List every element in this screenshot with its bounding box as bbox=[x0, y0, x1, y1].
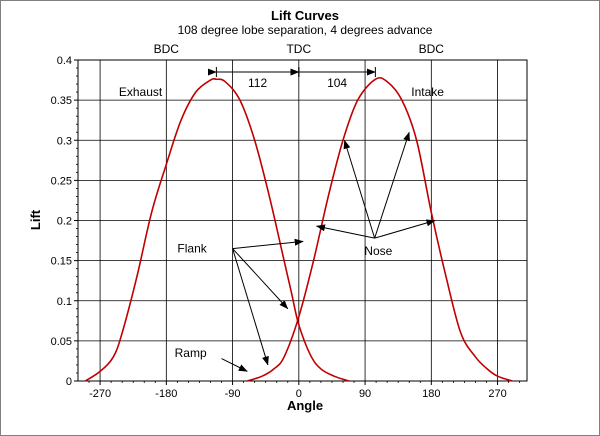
y-tick-label: 0.1 bbox=[57, 296, 72, 308]
marker-label: BDC bbox=[154, 42, 180, 56]
axis-ticks: -270 -180 -90 0 90 180 270 0 0.05 0.1 0.15 0.2 0.25 0… bbox=[51, 55, 521, 400]
annotation-arrow bbox=[315, 224, 375, 239]
chart-title: Lift Curves bbox=[271, 8, 339, 23]
annotation-arrow bbox=[374, 131, 410, 239]
annotation-label: Flank bbox=[177, 242, 207, 256]
x-tick-label: -90 bbox=[225, 388, 241, 400]
annotation-arrow bbox=[232, 248, 269, 366]
y-axis-title: Lift bbox=[28, 209, 43, 230]
x-tick-label: 270 bbox=[488, 388, 506, 400]
lobe-label: Intake bbox=[411, 85, 444, 99]
x-tick-label: 90 bbox=[359, 388, 371, 400]
annotations: BDC TDC BDC 112 104 Exhaust Intake Flank Nose Ram… bbox=[119, 42, 445, 372]
intake-lift-curve bbox=[247, 76, 513, 382]
lobe-label: Exhaust bbox=[119, 85, 163, 99]
y-tick-label: 0.05 bbox=[51, 336, 72, 348]
marker-label: BDC bbox=[419, 42, 445, 56]
annotation-label: Nose bbox=[364, 244, 392, 258]
dimension-label: 104 bbox=[327, 76, 347, 90]
x-tick-label: -270 bbox=[89, 388, 111, 400]
y-tick-label: 0.3 bbox=[57, 135, 72, 147]
annotation-arrow bbox=[232, 238, 304, 250]
grid bbox=[78, 60, 527, 381]
annotation-arrow bbox=[221, 358, 248, 372]
y-tick-label: 0 bbox=[66, 376, 72, 388]
annotation-arrow bbox=[374, 219, 436, 239]
x-tick-label: 180 bbox=[422, 388, 440, 400]
x-axis-title: Angle bbox=[287, 398, 323, 413]
y-tick-label: 0.25 bbox=[51, 175, 72, 187]
annotation-label: Ramp bbox=[175, 346, 207, 360]
x-tick-label: 0 bbox=[296, 388, 302, 400]
annotation-arrow bbox=[343, 139, 376, 239]
annotation-arrow bbox=[232, 248, 289, 310]
dimension-label: 112 bbox=[248, 76, 267, 90]
y-tick-label: 0.35 bbox=[51, 95, 72, 107]
series-lines bbox=[84, 76, 513, 382]
chart-subtitle: 108 degree lobe separation, 4 degrees ad… bbox=[178, 23, 433, 37]
exhaust-lift-curve bbox=[84, 77, 350, 382]
y-tick-label: 0.4 bbox=[57, 55, 72, 67]
y-tick-label: 0.15 bbox=[51, 256, 72, 268]
x-tick-label: -180 bbox=[155, 388, 177, 400]
y-tick-label: 0.2 bbox=[57, 216, 72, 228]
marker-label: TDC bbox=[286, 42, 311, 56]
